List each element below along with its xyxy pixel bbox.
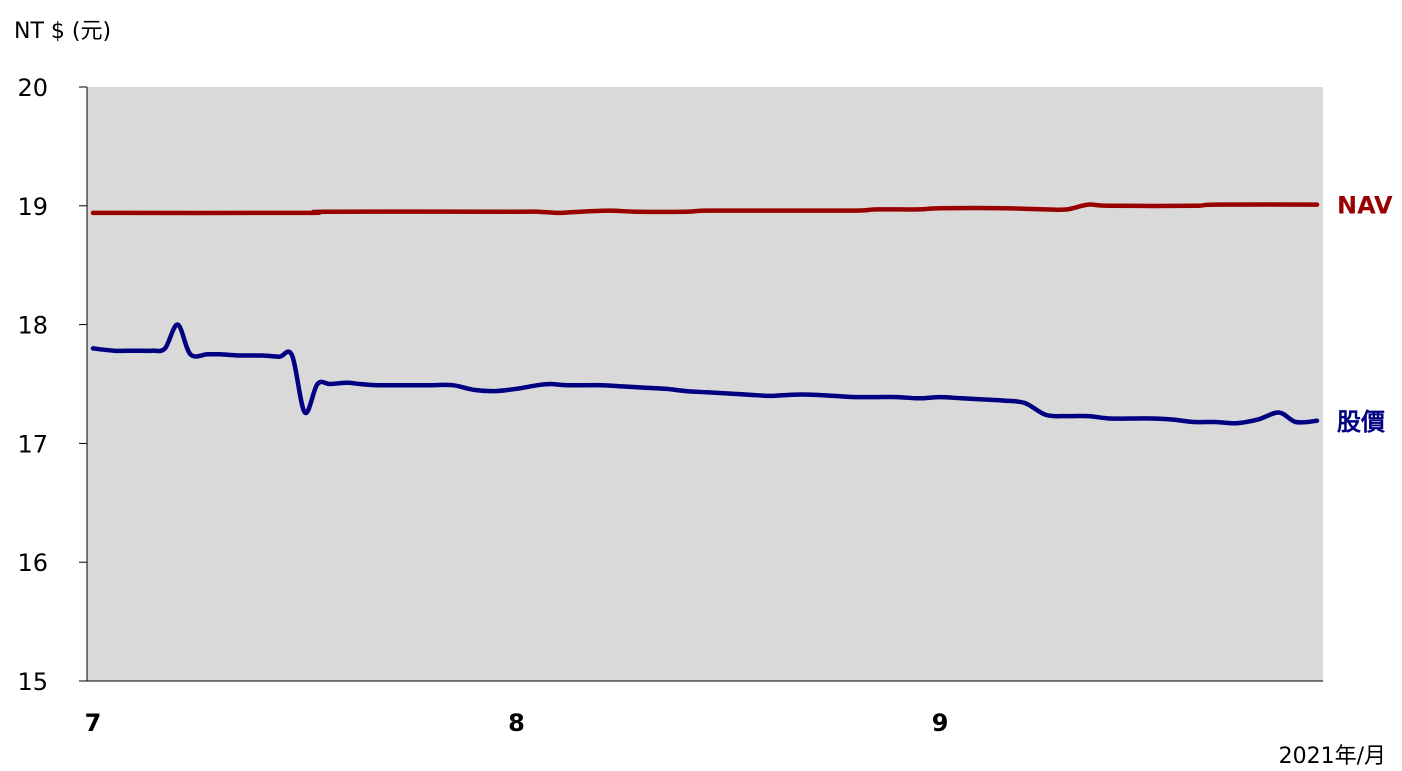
- x-axis-unit-label: 2021年/月: [1279, 744, 1386, 769]
- y-tick-label: 15: [17, 668, 48, 696]
- y-tick-label: 16: [17, 549, 48, 577]
- y-tick-label: 17: [17, 430, 48, 458]
- y-tick-label: 19: [17, 193, 48, 221]
- x-tick-label: 9: [932, 709, 949, 737]
- y-tick-label: 20: [17, 74, 48, 102]
- series-line-nav: [90, 202, 1320, 216]
- axes: 15 16 17 18 19 20 7 8 9: [17, 74, 1323, 737]
- series-label-share-price: 股價: [1337, 408, 1386, 436]
- plot-area: [87, 87, 1323, 681]
- x-tick-label: 7: [85, 709, 102, 737]
- series-line-share-price: [90, 322, 1320, 426]
- y-tick-label: 18: [17, 312, 48, 340]
- series-label-nav: NAV: [1337, 192, 1393, 220]
- y-axis-unit-label: NT $ (元): [14, 19, 111, 44]
- x-tick-label: 8: [508, 709, 525, 737]
- series-lines: NAV 股價: [90, 192, 1393, 436]
